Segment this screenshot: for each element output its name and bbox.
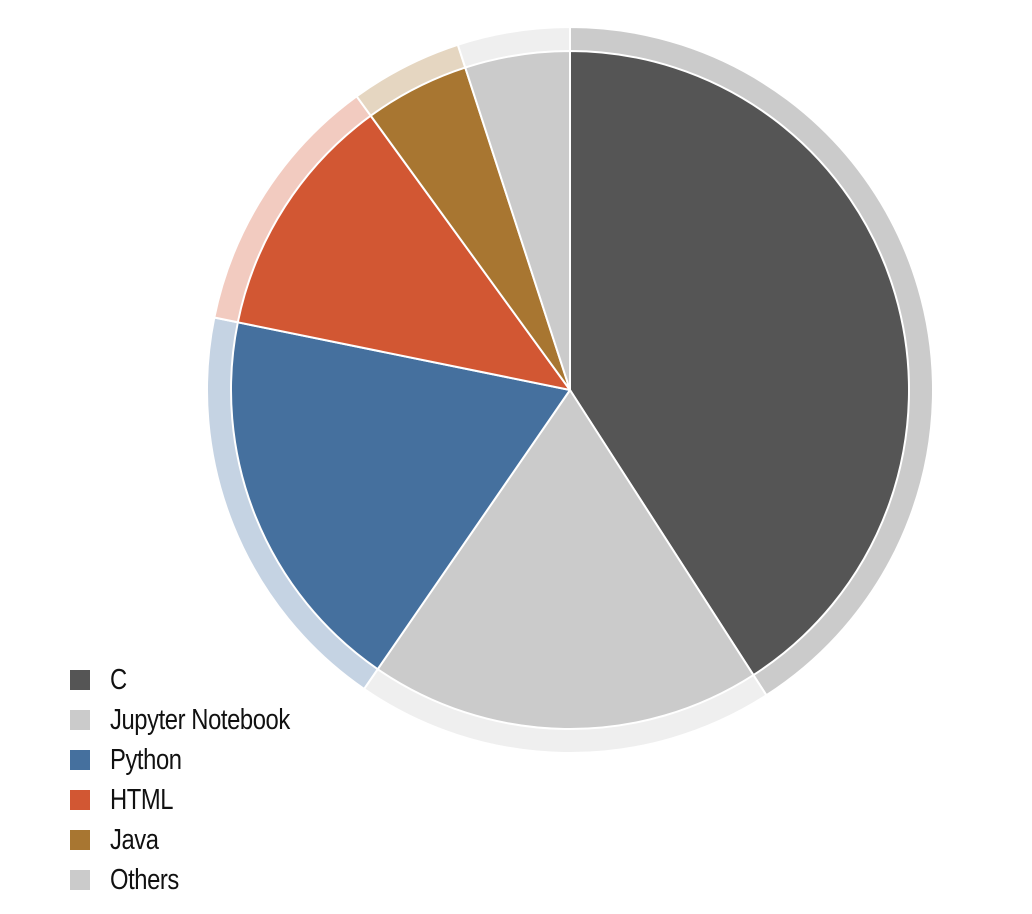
legend-label-others: Others: [110, 863, 179, 896]
legend-swatch-c: [70, 670, 90, 690]
legend-swatch-html: [70, 790, 90, 810]
pie-slice-others[interactable]: [464, 50, 571, 391]
pie-slice-jupyter-notebook[interactable]: [376, 389, 755, 730]
legend: C Jupyter Notebook Python HTML Java Others: [70, 660, 329, 900]
legend-item-jupyter-notebook[interactable]: Jupyter Notebook: [70, 700, 329, 740]
legend-item-others[interactable]: Others: [70, 860, 329, 900]
legend-swatch-jupyter-notebook: [70, 710, 90, 730]
legend-label-python: Python: [110, 743, 182, 776]
legend-label-c: C: [110, 663, 127, 696]
legend-label-java: Java: [110, 823, 159, 856]
legend-label-jupyter-notebook: Jupyter Notebook: [110, 703, 290, 736]
pie-slice-c[interactable]: [569, 50, 910, 677]
pie-slices: [230, 50, 910, 730]
legend-label-html: HTML: [110, 783, 174, 816]
legend-item-html[interactable]: HTML: [70, 780, 329, 820]
legend-item-c[interactable]: C: [70, 660, 329, 700]
legend-item-python[interactable]: Python: [70, 740, 329, 780]
pie-slice-html[interactable]: [236, 114, 571, 391]
legend-swatch-others: [70, 870, 90, 890]
legend-swatch-java: [70, 830, 90, 850]
legend-swatch-python: [70, 750, 90, 770]
pie-slice-python[interactable]: [230, 321, 571, 671]
legend-item-java[interactable]: Java: [70, 820, 329, 860]
